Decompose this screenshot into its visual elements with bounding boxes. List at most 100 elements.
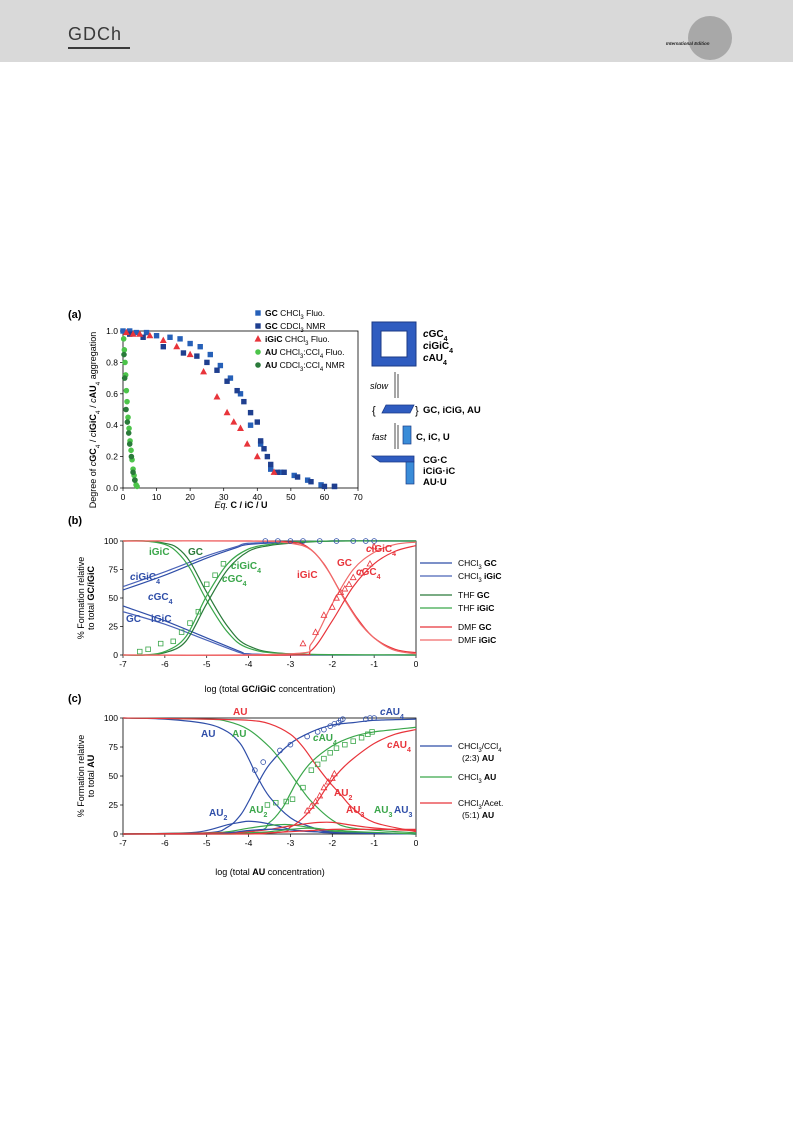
text-run: iGiC: [151, 614, 172, 625]
chart-b-ticks: -7 -6 -5 -4 -3 -2 -1 0 0 25 50 75 100: [104, 536, 419, 669]
monomer-shape: [381, 404, 415, 414]
x-tick-label: 20: [185, 492, 195, 502]
text-run: 3: [408, 812, 412, 819]
text-run: 3: [478, 779, 482, 785]
text-run: 3: [300, 328, 304, 334]
x-tick-label: -1: [370, 659, 378, 669]
data-point: [333, 594, 340, 601]
y-tick-label: 0: [113, 829, 118, 839]
data-point: [204, 581, 210, 588]
data-point: [224, 378, 230, 384]
text-run: GC: [362, 567, 377, 578]
legend-label: CHCl3 AU: [458, 772, 496, 785]
text-run: 4: [443, 360, 447, 367]
y-tick-label: 25: [109, 622, 119, 632]
x-tick-label: -2: [329, 838, 337, 848]
text-run: 4: [95, 444, 102, 448]
data-point: [126, 425, 132, 432]
tetramer-label: cGC4: [423, 329, 448, 343]
text-run: GC: [476, 622, 491, 632]
data-point: [316, 538, 323, 544]
text-run: 4: [257, 568, 261, 575]
text-run: c: [380, 707, 386, 718]
chart-c-ticks: -7 -6 -5 -4 -3 -2 -1 0 0 25 50 75 100: [104, 713, 419, 848]
series-line: [122, 541, 417, 656]
gdch-logo: GDCh: [68, 24, 123, 44]
legend-label: CHCl3 iGiC: [458, 571, 502, 584]
series-annotation: GC: [188, 547, 203, 558]
text-run: AU: [386, 707, 400, 718]
series-line: [122, 729, 417, 835]
text-run: GC: [475, 590, 490, 600]
text-run: CHCl: [458, 772, 478, 782]
text-run: NMR: [304, 321, 326, 331]
data-point: [331, 483, 338, 490]
x-tick-label: -3: [287, 659, 295, 669]
series-annotation: AU: [201, 729, 215, 740]
x-tick-label: 0: [414, 659, 419, 669]
text-run: AU: [249, 805, 263, 816]
text-run: 4: [95, 410, 102, 414]
chart-b-lines: [122, 540, 417, 656]
data-point: [178, 629, 185, 635]
data-point: [257, 438, 264, 444]
legend-label: AU CHCl3:CCl4 Fluo.: [265, 347, 344, 360]
series-annotation: ciGiC4: [130, 572, 160, 586]
text-run: Degree of: [88, 466, 98, 508]
text-run: GC: [482, 558, 497, 568]
text-run: :CCl: [303, 347, 320, 357]
data-point: [308, 479, 314, 485]
legend-marker: [255, 310, 261, 316]
text-run: GC: [337, 558, 352, 569]
series-annotation: cAU4: [313, 733, 337, 747]
text-run: :CCl: [303, 360, 320, 370]
legend-label: THF GC: [458, 590, 490, 600]
series-annotation: ciGiC4: [231, 561, 261, 575]
added-label: C, iC, U: [416, 432, 450, 443]
text-run: 3: [300, 315, 304, 321]
data-point: [281, 469, 287, 475]
data-point: [289, 796, 296, 802]
text-run: % Formation relative: [76, 557, 86, 640]
y-axis-label: to total AU: [86, 755, 96, 798]
text-run: GC: [429, 329, 444, 340]
data-point: [212, 572, 218, 578]
y-tick-label: 0.8: [106, 357, 118, 367]
tetramer-label: ciGiC4: [423, 341, 453, 355]
text-run: c: [88, 398, 98, 403]
text-run: 2: [223, 815, 227, 822]
panel-label-b: (b): [68, 515, 83, 527]
text-run: log (total: [204, 684, 241, 694]
series-annotation: iGiC: [149, 547, 170, 558]
text-run: CHCl: [282, 334, 305, 344]
y-tick-label: 100: [104, 713, 118, 723]
text-run: AU: [201, 729, 215, 740]
text-run: THF: [458, 603, 475, 613]
series-line: [122, 828, 416, 835]
data-point: [287, 741, 294, 748]
text-run: GC: [154, 592, 169, 603]
data-point: [268, 461, 274, 468]
series-annotation: ciGiC4: [366, 544, 396, 558]
y-axis-label: % Formation relative: [76, 557, 86, 640]
text-run: iGiC: [237, 561, 258, 572]
data-point: [197, 343, 203, 350]
series-line: [122, 821, 417, 835]
text-run: C / iC / U: [228, 500, 268, 510]
data-point: [371, 715, 377, 721]
data-point: [237, 391, 244, 397]
x-tick-label: 40: [253, 492, 263, 502]
series-line: [122, 717, 417, 833]
series-annotation: AU2: [334, 788, 352, 802]
text-run: c: [423, 341, 429, 352]
plot-frame: [122, 717, 417, 835]
chart-b-xlabel: log (total GC/iGiC concentration): [204, 684, 335, 694]
y-tick-label: 0.6: [106, 389, 118, 399]
data-point: [287, 538, 294, 544]
text-run: 3: [478, 578, 482, 584]
